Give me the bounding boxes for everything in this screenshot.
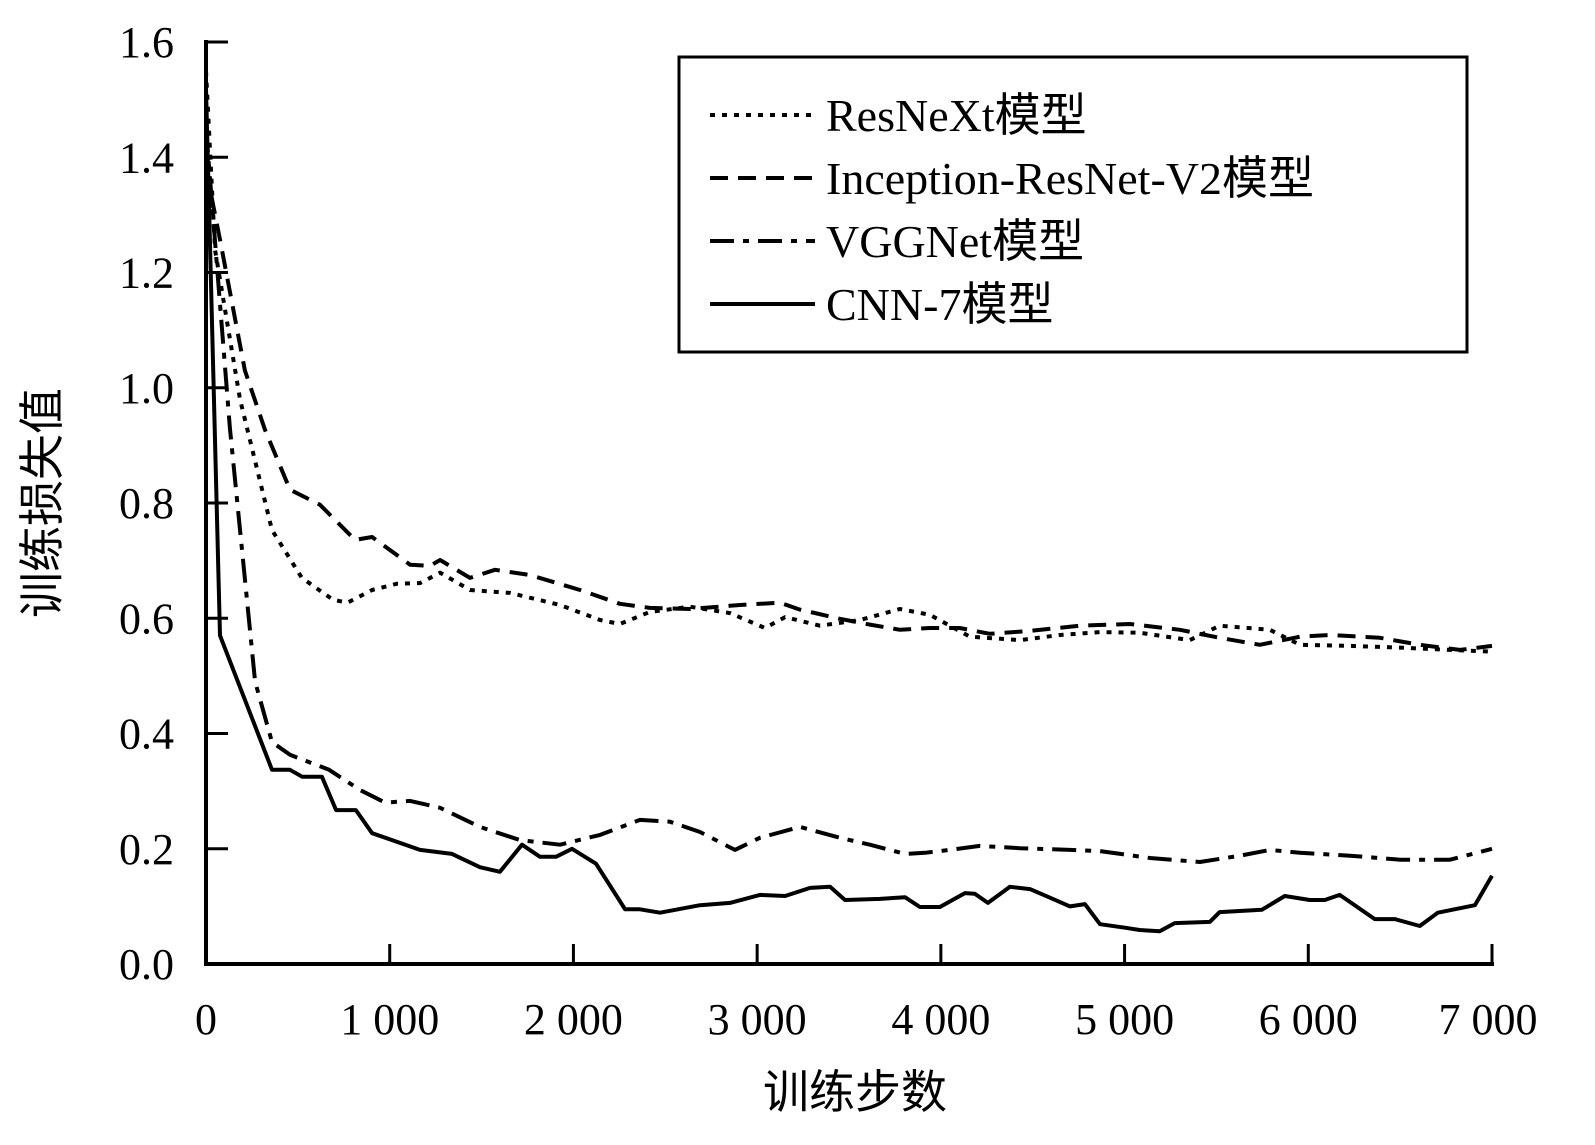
series-line-resnext [204, 70, 1493, 654]
x-tick-label: 6 000 [1259, 995, 1358, 1044]
series-line-vggnet [204, 128, 1493, 864]
legend-item-resnext: ResNeXt模型 [710, 90, 1087, 141]
y-tick-label: 1.2 [119, 249, 174, 298]
y-tick-label: 0.8 [119, 479, 174, 528]
y-axis-label: 训练损失值 [17, 388, 68, 618]
legend-item-inception-resnet-v2: Inception-ResNet-V2模型 [710, 153, 1314, 204]
legend-label: Inception-ResNet-V2模型 [826, 153, 1314, 204]
legend-label: ResNeXt模型 [826, 90, 1087, 141]
y-tick-label: 1.4 [119, 133, 174, 182]
y-tick-label: 1.0 [119, 364, 174, 413]
series-layer [204, 70, 1494, 934]
series-line-inception-resnet-v2 [204, 168, 1493, 652]
legend-item-vggnet: VGGNet模型 [710, 216, 1084, 267]
legend-label: CNN-7模型 [826, 279, 1053, 330]
y-tick-label: 1.6 [119, 18, 174, 67]
legend: ResNeXt模型 Inception-ResNet-V2模型 VGGNet模型 CN… [677, 55, 1469, 354]
ticks-layer: 0 1 000 2 000 3 000 4 000 5 000 6 000 7 000 0.0 0… [119, 18, 1538, 1044]
x-axis-label: 训练步数 [763, 1067, 947, 1118]
x-tick-label: 1 000 [340, 995, 439, 1044]
y-tick-label: 0.4 [119, 710, 174, 759]
x-tick-label: 4 000 [891, 995, 990, 1044]
x-tick-label: 2 000 [524, 995, 623, 1044]
series-line-cnn-7 [204, 88, 1494, 934]
x-tick-label: 5 000 [1075, 995, 1174, 1044]
y-tick-label: 0.6 [119, 594, 174, 643]
y-tick-label: 0.0 [119, 940, 174, 989]
x-tick-label: 7 000 [1439, 995, 1538, 1044]
x-tick-label: 0 [195, 995, 217, 1044]
legend-label: VGGNet模型 [826, 216, 1084, 267]
y-tick-label: 0.2 [119, 825, 174, 874]
legend-item-cnn-7: CNN-7模型 [710, 279, 1053, 330]
x-tick-label: 3 000 [708, 995, 807, 1044]
